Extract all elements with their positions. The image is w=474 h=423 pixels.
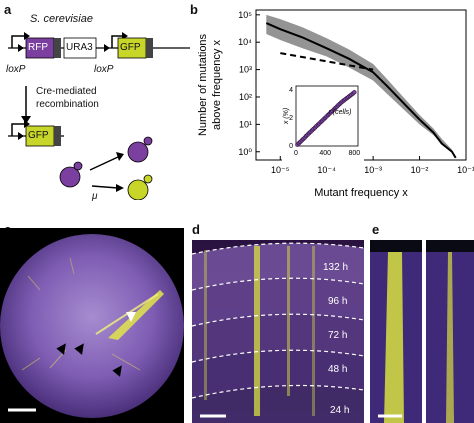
gfp-term-box xyxy=(146,38,153,58)
mutation-rate-label: μ xyxy=(92,191,98,202)
species-label: S. cerevisiae xyxy=(30,13,93,25)
wide-sector xyxy=(384,252,404,423)
mother-cell xyxy=(59,166,81,188)
colony-micrograph xyxy=(0,228,184,423)
inset-x-tick-label: 0 xyxy=(294,150,298,157)
time-label-132h: 132 h xyxy=(323,262,349,273)
y-axis-label-line2: above frequency x xyxy=(211,40,223,130)
black-arrowhead-marker xyxy=(56,343,66,355)
time-label-72h: 72 h xyxy=(328,330,348,341)
x-tick-label: 10⁻³ xyxy=(364,165,382,175)
x-tick-label: 10⁻² xyxy=(411,165,429,175)
dashed-reference-line xyxy=(280,52,374,71)
time-label-24h: 24 h xyxy=(330,405,350,416)
large-sector xyxy=(108,290,164,340)
x-tick-label: 10⁻¹ xyxy=(457,165,474,175)
panel-letter-b: b xyxy=(190,2,198,17)
time-label-96h: 96 h xyxy=(328,296,348,307)
black-arrowhead-marker xyxy=(112,365,122,377)
inset-x-tick-label: 800 xyxy=(349,150,361,157)
y-tick-label: 10⁰ xyxy=(238,147,252,157)
series-line xyxy=(265,22,457,159)
process-line1: Cre-mediated xyxy=(36,86,97,97)
y-tick-label: 10¹ xyxy=(239,119,252,129)
division-arrow xyxy=(89,156,119,171)
loxp-left-label: loxP xyxy=(6,64,26,75)
narrow-sector xyxy=(446,252,454,423)
process-line2: recombination xyxy=(36,99,99,110)
promoter-arrow-top xyxy=(11,35,24,48)
confidence-band xyxy=(266,14,456,158)
x-tick-label: 10⁻⁵ xyxy=(271,165,290,175)
black-arrowhead-marker xyxy=(74,343,84,355)
promoter-arrowhead-top xyxy=(24,32,30,40)
loxp-right-label: loxP xyxy=(94,64,114,75)
inset-y-tick-label: 0 xyxy=(289,143,293,150)
x-axis-label: Mutant frequency x xyxy=(314,187,408,199)
panel-letter-e: e xyxy=(372,222,380,237)
colony-timelapse xyxy=(192,240,364,423)
yellow-mutant-cell xyxy=(127,179,149,200)
time-label-48h: 48 h xyxy=(328,364,348,375)
mutation-frequency-chart: 10⁻⁵ 10⁻⁴ 10⁻³ 10⁻² 10⁻¹ 10⁰ 10¹ 10² 10³ 10⁴ 10⁵ Mu… xyxy=(197,9,474,199)
gfp-recombined-label: GFP xyxy=(28,130,49,141)
panel-a-schematic xyxy=(8,32,190,200)
inset-x-tick-label: 400 xyxy=(319,150,331,157)
panel-letter-a: a xyxy=(4,2,12,17)
mutation-arrow xyxy=(91,185,119,189)
y-tick-label: 10² xyxy=(239,92,252,102)
promoter-arrow-bottom xyxy=(11,123,24,136)
inset-point xyxy=(352,90,357,95)
y-axis-label-line1: Number of mutations xyxy=(197,33,209,136)
y-tick-label: 10⁵ xyxy=(238,10,252,20)
loxp-site-left xyxy=(18,44,24,52)
colony xyxy=(0,234,184,418)
inset-frame xyxy=(295,85,359,147)
rfp-label: RFP xyxy=(28,42,48,53)
sector-stripe xyxy=(254,246,260,416)
panel-letter-d: d xyxy=(192,222,200,237)
y-tick-label: 10³ xyxy=(239,65,252,75)
mother-bud xyxy=(73,161,83,171)
inset-y-tick-label: 4 xyxy=(289,87,293,94)
white-arrowhead-marker xyxy=(126,312,136,322)
gfp-label: GFP xyxy=(120,42,141,53)
inset-x-label: r (cells) xyxy=(329,109,352,116)
rfp-term-box xyxy=(54,38,61,58)
sector-cross-sections xyxy=(370,240,474,423)
x-tick-label: 10⁻⁴ xyxy=(317,165,336,175)
inset-y-tick-label: 2 xyxy=(289,115,293,122)
ura3-box xyxy=(63,37,97,59)
loxp-site-recombined xyxy=(18,132,24,140)
ura3-label: URA3 xyxy=(66,42,93,53)
y-tick-label: 10⁴ xyxy=(238,37,252,47)
purple-daughter-cell xyxy=(127,141,149,163)
promoter-arrow-right xyxy=(111,35,122,48)
inset-y-label: x (%) xyxy=(283,108,290,125)
loxp-site-right xyxy=(104,44,110,52)
